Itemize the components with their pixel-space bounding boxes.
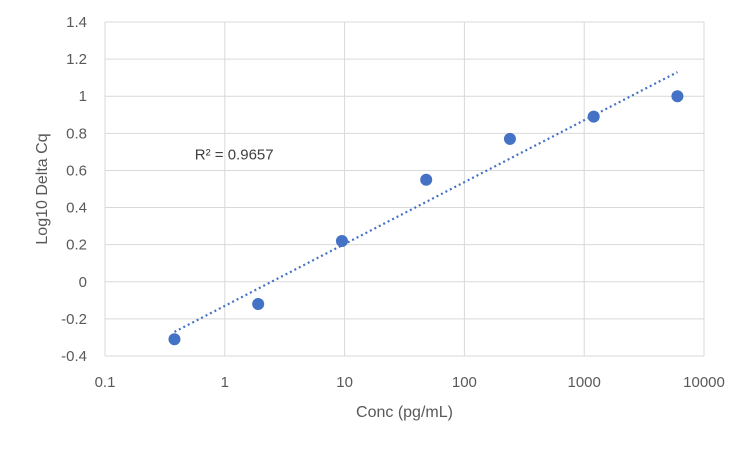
x-axis-title: Conc (pg/mL) — [356, 404, 453, 421]
y-tick-label: 1.2 — [66, 51, 87, 68]
y-tick-label: -0.4 — [61, 348, 87, 365]
data-point — [420, 173, 433, 186]
tick-labels: -0.4 -0.2 0 0.2 0.4 0.6 0.8 1 1.2 1.4 0.1 1 10 100 100… — [61, 14, 725, 391]
y-tick-label: 1 — [79, 88, 87, 105]
y-tick-label: 0.4 — [66, 200, 87, 217]
x-tick-label: 0.1 — [95, 374, 116, 391]
data-point — [168, 333, 181, 346]
gridlines — [104, 21, 705, 357]
x-tick-label: 10000 — [683, 374, 725, 391]
x-tick-label: 1 — [221, 374, 229, 391]
y-tick-label: 0 — [79, 274, 87, 291]
y-tick-label: 1.4 — [66, 14, 87, 31]
r-squared-label: R² = 0.9657 — [195, 146, 274, 163]
y-axis-title: Log10 Delta Cq — [34, 133, 51, 244]
x-tick-label: 100 — [452, 374, 477, 391]
trendline-layer — [173, 71, 678, 333]
annotations: R² = 0.9657 — [195, 146, 274, 163]
data-point — [587, 110, 600, 123]
data-point — [252, 298, 265, 311]
y-tick-label: -0.2 — [61, 311, 87, 328]
y-tick-label: 0.6 — [66, 162, 87, 179]
y-tick-label: 0.8 — [66, 125, 87, 142]
data-points — [168, 90, 684, 346]
data-point — [503, 132, 516, 145]
trendline — [173, 71, 678, 333]
data-point — [335, 234, 348, 247]
y-tick-label: 0.2 — [66, 237, 87, 254]
data-point — [671, 90, 684, 103]
x-tick-label: 10 — [336, 374, 353, 391]
x-tick-label: 1000 — [568, 374, 601, 391]
